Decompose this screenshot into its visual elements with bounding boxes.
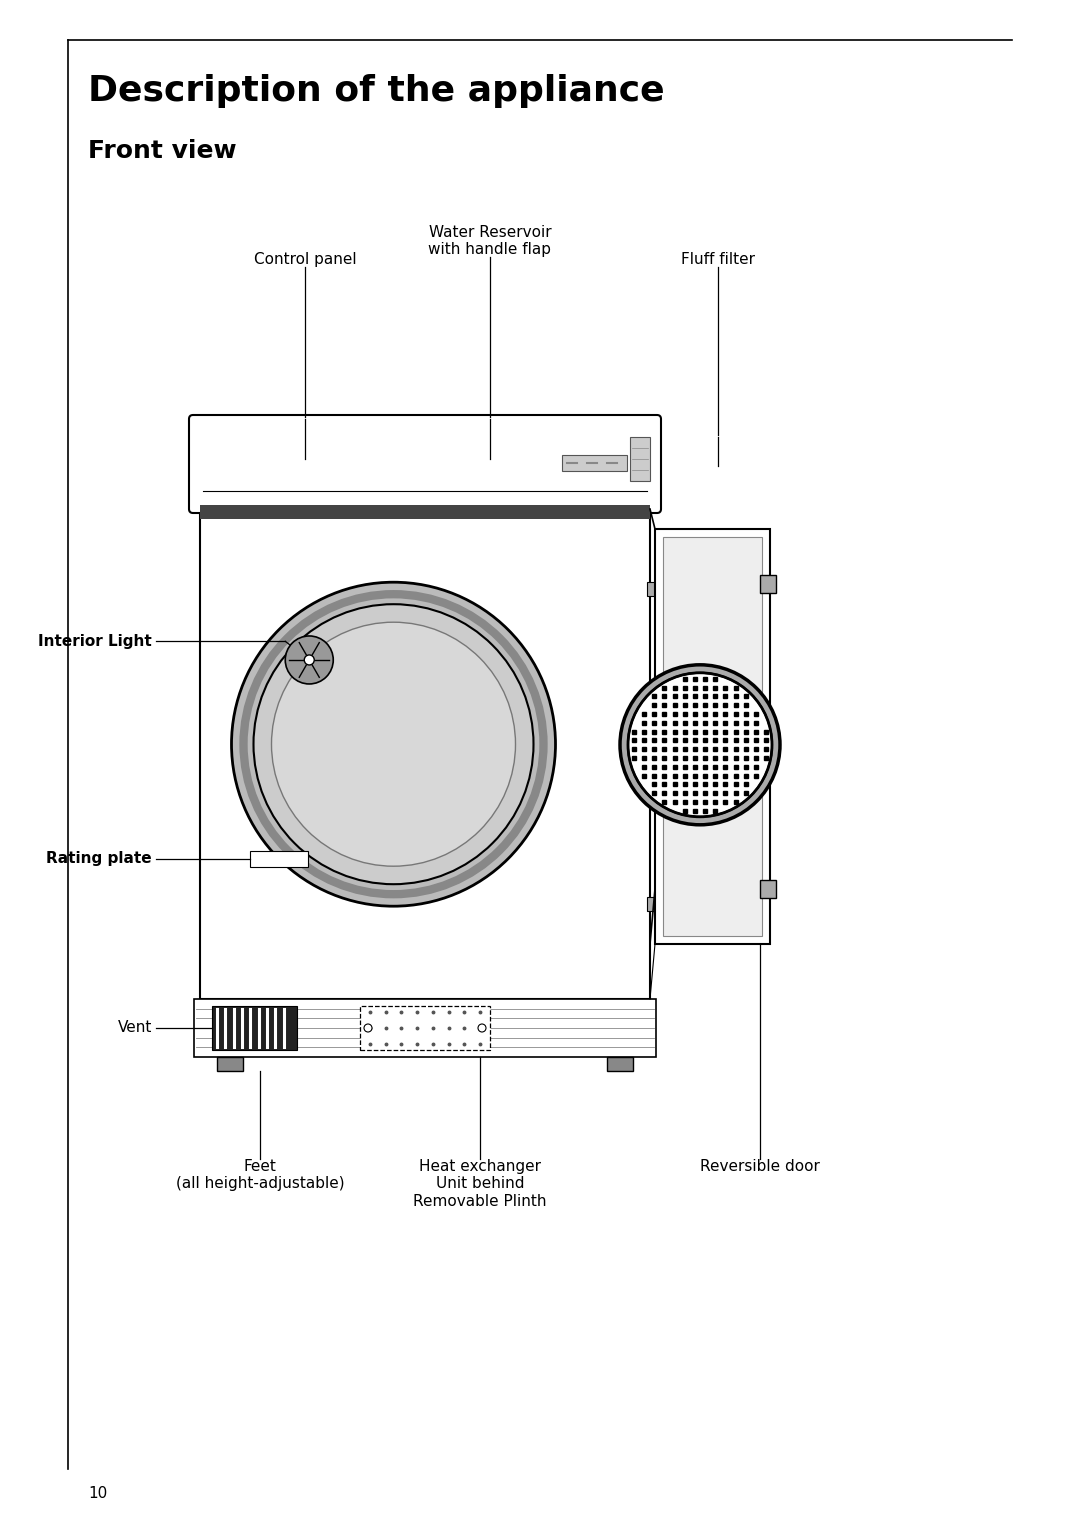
Circle shape	[305, 654, 314, 665]
Text: Rating plate: Rating plate	[46, 852, 152, 867]
Circle shape	[285, 636, 334, 683]
Bar	[194, 998, 656, 1057]
Bar	[562, 456, 627, 471]
Circle shape	[254, 604, 534, 884]
Bar	[607, 1057, 633, 1070]
Bar	[200, 509, 650, 998]
Text: Fluff filter: Fluff filter	[681, 252, 755, 268]
Circle shape	[231, 583, 555, 907]
Circle shape	[478, 1024, 486, 1032]
Circle shape	[620, 665, 780, 824]
Text: Feet
(all height-adjustable): Feet (all height-adjustable)	[176, 1159, 345, 1191]
Bar	[663, 537, 762, 936]
Bar	[249, 850, 308, 867]
Text: Heat exchanger
Unit behind
Removable Plinth: Heat exchanger Unit behind Removable Pli…	[414, 1159, 546, 1209]
Circle shape	[627, 673, 772, 816]
Bar	[200, 505, 650, 518]
Bar	[760, 575, 777, 593]
Circle shape	[364, 1024, 372, 1032]
Bar	[647, 583, 656, 596]
Bar	[212, 1006, 297, 1050]
Text: 10: 10	[87, 1486, 107, 1501]
Text: Front view: Front view	[87, 139, 237, 164]
Circle shape	[271, 622, 515, 867]
Text: Control panel: Control panel	[254, 252, 356, 268]
Text: Interior Light: Interior Light	[38, 635, 152, 648]
Bar	[360, 1006, 490, 1050]
Bar	[647, 898, 656, 911]
Bar	[760, 881, 777, 898]
Bar	[217, 1057, 243, 1070]
Text: Reversible door: Reversible door	[700, 1159, 820, 1174]
FancyBboxPatch shape	[189, 414, 661, 514]
Bar	[630, 437, 650, 482]
Text: Description of the appliance: Description of the appliance	[87, 73, 664, 109]
Text: Water Reservoir
with handle flap: Water Reservoir with handle flap	[429, 225, 552, 257]
Bar	[654, 529, 770, 943]
Text: Vent: Vent	[118, 1020, 152, 1035]
